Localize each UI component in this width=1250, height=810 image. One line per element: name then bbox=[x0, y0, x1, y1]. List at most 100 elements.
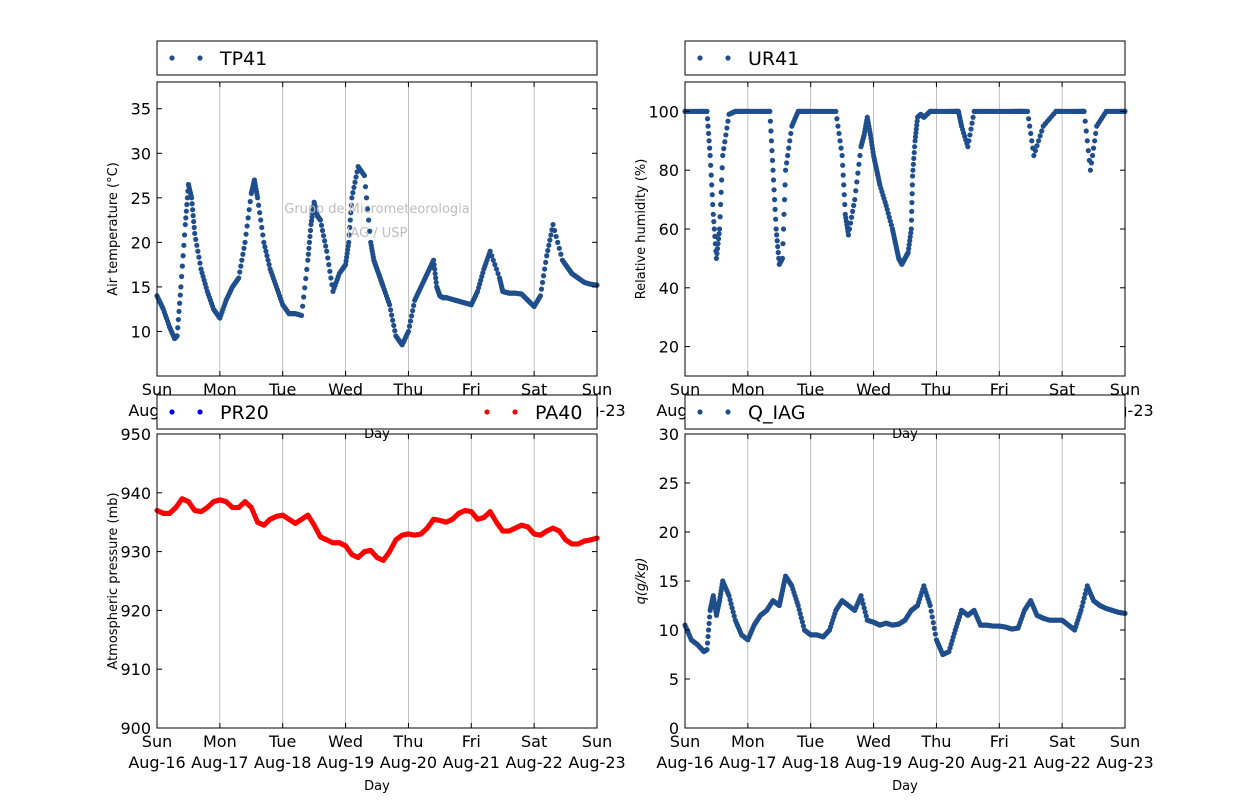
data-point-interp bbox=[782, 182, 788, 188]
data-point-interp bbox=[320, 233, 327, 239]
data-point-interp bbox=[773, 216, 779, 222]
data-point-interp bbox=[885, 210, 891, 216]
data-point bbox=[236, 275, 242, 281]
plot-frame bbox=[156, 433, 598, 729]
data-point-interp bbox=[774, 232, 780, 238]
data-point-interp bbox=[705, 627, 712, 633]
x-tick-label-day: Sun bbox=[670, 380, 700, 399]
data-point-interp bbox=[884, 206, 890, 212]
y-tick-label: 25 bbox=[131, 189, 151, 208]
data-point-interp bbox=[723, 132, 729, 138]
x-tick-label-date: Aug-17 bbox=[191, 753, 248, 772]
data-point-interp bbox=[239, 257, 245, 263]
data-point-interp bbox=[548, 232, 554, 238]
data-point-interp bbox=[862, 609, 868, 615]
data-point-interp bbox=[775, 249, 781, 256]
data-point-interp bbox=[183, 208, 189, 214]
data-point-interp bbox=[350, 190, 356, 196]
y-tick-label: 20 bbox=[659, 523, 679, 542]
data-point-interp bbox=[798, 615, 804, 621]
y-tick-label: 0 bbox=[669, 719, 679, 738]
data-point bbox=[192, 230, 198, 237]
data-point-interp bbox=[771, 187, 777, 193]
x-tick-label-day: Thu bbox=[920, 732, 951, 751]
data-point-interp bbox=[347, 224, 353, 231]
data-point bbox=[298, 312, 305, 319]
data-point-interp bbox=[1089, 152, 1096, 159]
data-point-interp bbox=[558, 251, 564, 257]
data-point-interp bbox=[722, 139, 728, 145]
data-point-interp bbox=[781, 197, 788, 203]
data-point-interp bbox=[913, 126, 919, 132]
data-point-interp bbox=[800, 623, 806, 629]
data-point-interp bbox=[259, 224, 265, 231]
x-axis-label: Day bbox=[892, 779, 918, 794]
x-tick-label-day: Wed bbox=[328, 380, 363, 399]
data-point-interp bbox=[708, 162, 714, 168]
data-point bbox=[912, 138, 918, 144]
data-point-interp bbox=[705, 123, 711, 129]
data-point-interp bbox=[246, 207, 252, 213]
data-point-interp bbox=[715, 241, 721, 247]
data-point-interp bbox=[388, 307, 394, 313]
data-point-interp bbox=[908, 217, 915, 223]
data-point-interp bbox=[838, 145, 844, 151]
data-point-interp bbox=[545, 247, 551, 254]
y-tick-label: 30 bbox=[659, 425, 679, 444]
data-point-interp bbox=[772, 206, 778, 212]
data-point-interp bbox=[1093, 130, 1099, 137]
legend-marker bbox=[697, 409, 703, 415]
data-point-interp bbox=[184, 201, 190, 208]
data-point bbox=[174, 333, 180, 339]
data-point-interp bbox=[245, 215, 251, 221]
data-point-interp bbox=[1026, 116, 1032, 122]
x-tick-label-day: Sat bbox=[521, 380, 547, 399]
data-point-interp bbox=[967, 132, 973, 138]
data-point-interp bbox=[771, 197, 778, 203]
data-point-interp bbox=[325, 255, 331, 261]
data-point-interp bbox=[932, 631, 938, 637]
data-point-interp bbox=[1082, 591, 1088, 597]
x-tick-label-date: Aug-18 bbox=[254, 753, 311, 772]
data-point-interp bbox=[264, 253, 270, 259]
data-point-interp bbox=[1035, 138, 1042, 144]
data-point-interp bbox=[848, 214, 855, 220]
data-point-interp bbox=[392, 328, 398, 334]
data-point-interp bbox=[266, 262, 272, 268]
legend-box bbox=[684, 394, 1126, 430]
x-tick-label-day: Sun bbox=[1110, 380, 1140, 399]
data-point-interp bbox=[854, 179, 860, 185]
data-point-interp bbox=[907, 238, 913, 244]
data-point bbox=[1087, 167, 1094, 173]
data-point bbox=[716, 226, 723, 232]
x-tick-label-day: Wed bbox=[328, 732, 363, 751]
data-point-interp bbox=[968, 126, 974, 132]
data-point-interp bbox=[715, 236, 722, 242]
data-point-interp bbox=[717, 214, 723, 220]
data-point-interp bbox=[539, 279, 546, 286]
y-tick-label: 35 bbox=[131, 100, 151, 119]
data-point-interp bbox=[704, 116, 711, 122]
data-point-interp bbox=[799, 619, 805, 625]
data-point-interp bbox=[406, 323, 413, 329]
y-tick-label: 15 bbox=[659, 572, 679, 591]
data-point bbox=[720, 152, 726, 159]
data-point-interp bbox=[241, 245, 247, 251]
x-tick-label-day: Tue bbox=[268, 380, 296, 399]
data-point bbox=[839, 152, 845, 159]
series-1 bbox=[682, 108, 1128, 267]
watermark-line1: Grupo de Micrometeorologia bbox=[284, 202, 470, 217]
data-point-interp bbox=[851, 202, 857, 209]
data-point-interp bbox=[1092, 138, 1098, 144]
x-tick-label-date: Aug-23 bbox=[568, 753, 625, 772]
legend-label: UR41 bbox=[748, 48, 799, 70]
x-tick-label-day: Thu bbox=[920, 380, 951, 399]
data-point-interp bbox=[708, 172, 714, 178]
data-point-interp bbox=[244, 223, 250, 229]
data-point-interp bbox=[318, 222, 325, 228]
data-point-interp bbox=[300, 303, 306, 309]
legend: PR20 PA40 bbox=[156, 394, 598, 430]
data-point-interp bbox=[1032, 148, 1039, 154]
data-point-interp bbox=[179, 263, 185, 269]
data-point-interp bbox=[706, 620, 712, 627]
